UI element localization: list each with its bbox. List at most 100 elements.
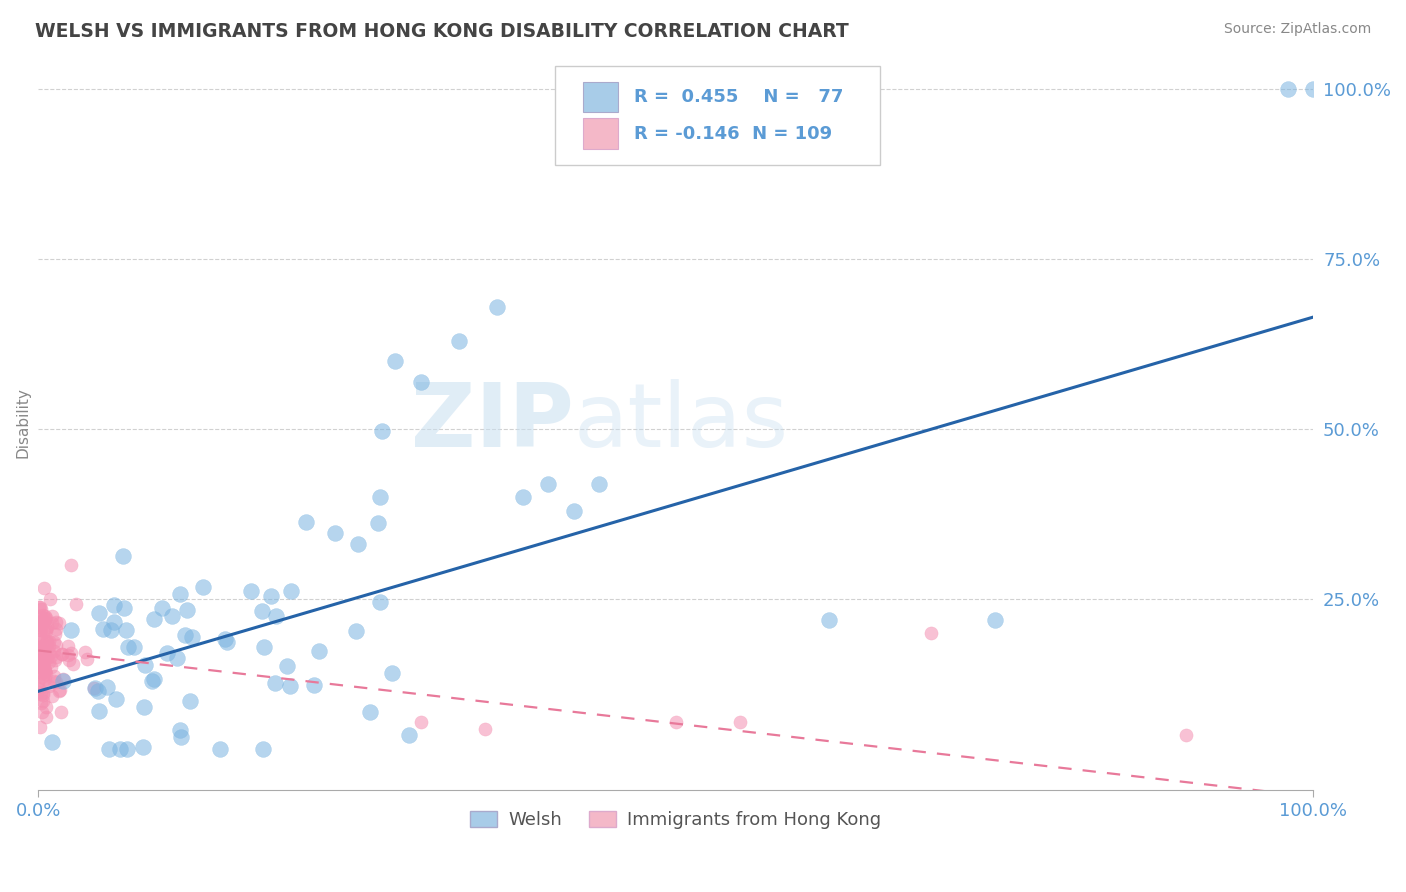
Point — [122, 640, 145, 654]
Point — [34, 663, 56, 677]
Text: WELSH VS IMMIGRANTS FROM HONG KONG DISABILITY CORRELATION CHART: WELSH VS IMMIGRANTS FROM HONG KONG DISAB… — [35, 22, 849, 41]
Point — [253, 640, 276, 654]
Point — [41, 609, 63, 624]
Point — [294, 516, 316, 530]
Point — [28, 660, 51, 674]
Point — [108, 742, 131, 756]
Point — [59, 623, 82, 637]
Point — [48, 615, 70, 630]
Point — [32, 614, 55, 628]
Point — [344, 624, 367, 638]
Point — [100, 624, 122, 638]
Point — [30, 615, 52, 629]
FancyBboxPatch shape — [555, 66, 880, 165]
Point — [34, 608, 56, 623]
Point — [38, 646, 60, 660]
Point — [31, 694, 53, 708]
Point — [208, 742, 231, 756]
Point — [39, 660, 62, 674]
Point — [103, 615, 125, 629]
Point — [28, 681, 51, 696]
Point — [141, 674, 163, 689]
Point — [34, 635, 56, 649]
Point — [359, 705, 381, 719]
Point — [214, 632, 236, 646]
Point — [87, 684, 110, 698]
Point — [132, 739, 155, 754]
Text: Source: ZipAtlas.com: Source: ZipAtlas.com — [1223, 22, 1371, 37]
Point — [56, 639, 79, 653]
Point — [44, 668, 66, 682]
Point — [41, 735, 63, 749]
Y-axis label: Disability: Disability — [15, 387, 30, 458]
Point — [28, 620, 51, 634]
Point — [27, 616, 49, 631]
Point — [34, 661, 56, 675]
Point — [28, 646, 51, 660]
Point — [35, 620, 58, 634]
Point — [52, 672, 75, 686]
Point — [31, 705, 53, 719]
Point — [32, 654, 55, 668]
Point — [27, 640, 49, 654]
Point — [49, 683, 72, 698]
Point — [170, 731, 193, 745]
Point — [52, 673, 75, 688]
Point — [31, 670, 53, 684]
Point — [368, 595, 391, 609]
Point — [27, 685, 49, 699]
Point — [191, 580, 214, 594]
Point — [30, 623, 52, 637]
Point — [665, 714, 688, 729]
Point — [83, 681, 105, 696]
Point — [30, 648, 52, 662]
Point — [87, 606, 110, 620]
Point — [34, 612, 56, 626]
Point — [48, 683, 70, 698]
Point — [114, 623, 136, 637]
Point — [45, 650, 67, 665]
Point — [34, 658, 56, 673]
Point — [166, 651, 188, 665]
Point — [562, 504, 585, 518]
Point — [31, 649, 53, 664]
Point — [30, 657, 52, 672]
Point — [30, 687, 52, 701]
Point — [35, 623, 58, 637]
Point — [512, 491, 534, 505]
Point — [280, 584, 302, 599]
Point — [38, 634, 60, 648]
Point — [112, 600, 135, 615]
Point — [41, 689, 63, 703]
Point — [42, 644, 65, 658]
Point — [32, 581, 55, 595]
Point — [252, 742, 274, 756]
Point — [103, 598, 125, 612]
Point — [278, 679, 301, 693]
Point — [728, 714, 751, 729]
Point — [44, 673, 66, 688]
Point — [983, 613, 1005, 627]
Point — [75, 645, 97, 659]
Point — [35, 633, 58, 648]
Point — [308, 643, 330, 657]
Point — [30, 663, 52, 677]
Text: R = -0.146  N = 109: R = -0.146 N = 109 — [634, 125, 832, 143]
Point — [537, 476, 560, 491]
Point — [162, 609, 184, 624]
Point — [486, 300, 509, 314]
Point — [250, 604, 273, 618]
Point — [31, 608, 53, 623]
Point — [76, 652, 98, 666]
Point — [62, 657, 84, 671]
Point — [32, 646, 55, 660]
Point — [45, 615, 67, 629]
Point — [367, 516, 389, 530]
Point — [304, 678, 326, 692]
Point — [31, 615, 53, 629]
Point — [240, 584, 263, 599]
Point — [45, 638, 67, 652]
Point — [35, 666, 58, 681]
Point — [32, 686, 55, 700]
Point — [323, 526, 346, 541]
